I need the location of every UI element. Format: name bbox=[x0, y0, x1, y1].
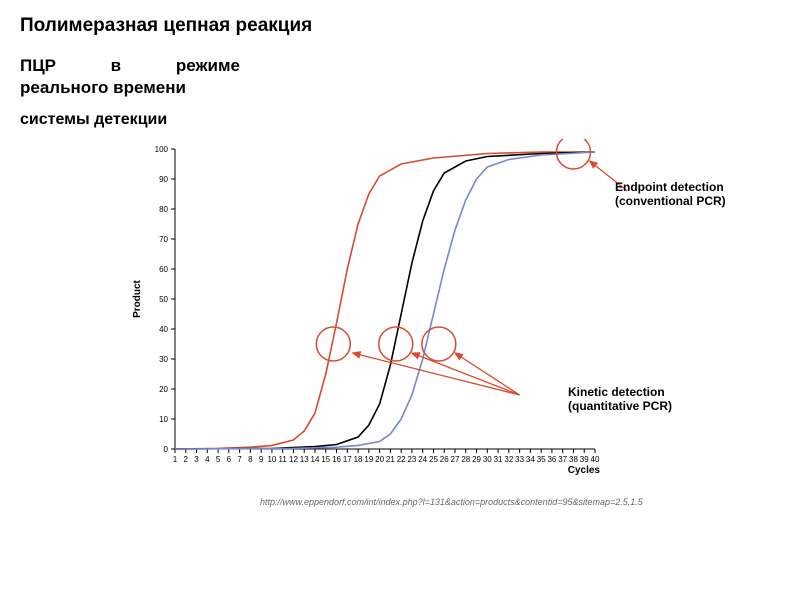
svg-text:2: 2 bbox=[184, 455, 189, 464]
series-blue bbox=[175, 152, 595, 449]
svg-text:37: 37 bbox=[558, 455, 567, 464]
svg-text:6: 6 bbox=[227, 455, 232, 464]
series-red bbox=[175, 152, 595, 449]
svg-text:26: 26 bbox=[440, 455, 449, 464]
svg-text:40: 40 bbox=[159, 325, 168, 334]
svg-text:13: 13 bbox=[300, 455, 309, 464]
svg-text:40: 40 bbox=[591, 455, 600, 464]
svg-text:70: 70 bbox=[159, 235, 168, 244]
svg-text:0: 0 bbox=[164, 445, 169, 454]
svg-text:34: 34 bbox=[526, 455, 535, 464]
section-label: системы детекции bbox=[20, 111, 774, 129]
svg-text:4: 4 bbox=[205, 455, 210, 464]
svg-text:Product: Product bbox=[132, 280, 143, 318]
svg-text:80: 80 bbox=[159, 205, 168, 214]
svg-text:32: 32 bbox=[504, 455, 513, 464]
svg-text:16: 16 bbox=[332, 455, 341, 464]
svg-text:29: 29 bbox=[472, 455, 481, 464]
svg-text:30: 30 bbox=[483, 455, 492, 464]
subtitle-line2: реального времени bbox=[20, 78, 186, 97]
svg-text:7: 7 bbox=[237, 455, 242, 464]
source-credit: http://www.eppendorf.com/int/index.php?l… bbox=[260, 497, 643, 507]
endpoint-label: Endpoint detection(conventional PCR) bbox=[615, 181, 726, 209]
subtitle-line1: ПЦР в режиме bbox=[20, 55, 240, 77]
svg-text:5: 5 bbox=[216, 455, 221, 464]
svg-text:3: 3 bbox=[194, 455, 199, 464]
svg-text:18: 18 bbox=[354, 455, 363, 464]
pcr-chart: 0102030405060708090100123456789101112131… bbox=[120, 139, 660, 499]
svg-text:17: 17 bbox=[343, 455, 352, 464]
svg-text:39: 39 bbox=[580, 455, 589, 464]
svg-text:25: 25 bbox=[429, 455, 438, 464]
svg-text:21: 21 bbox=[386, 455, 395, 464]
chart-container: 0102030405060708090100123456789101112131… bbox=[120, 139, 774, 504]
svg-text:20: 20 bbox=[159, 385, 168, 394]
svg-text:30: 30 bbox=[159, 355, 168, 364]
svg-text:100: 100 bbox=[155, 145, 169, 154]
highlight-kinetic-black bbox=[379, 327, 413, 361]
page-title: Полимеразная цепная реакция bbox=[20, 15, 774, 37]
svg-text:28: 28 bbox=[461, 455, 470, 464]
svg-text:10: 10 bbox=[267, 455, 276, 464]
svg-text:12: 12 bbox=[289, 455, 298, 464]
highlight-kinetic-red bbox=[316, 327, 350, 361]
svg-text:50: 50 bbox=[159, 295, 168, 304]
svg-text:35: 35 bbox=[537, 455, 546, 464]
series-black bbox=[175, 152, 595, 449]
svg-text:23: 23 bbox=[407, 455, 416, 464]
svg-text:11: 11 bbox=[279, 455, 288, 464]
svg-text:31: 31 bbox=[494, 455, 503, 464]
svg-text:15: 15 bbox=[321, 455, 330, 464]
svg-text:1: 1 bbox=[173, 455, 178, 464]
svg-text:24: 24 bbox=[418, 455, 427, 464]
svg-text:36: 36 bbox=[547, 455, 556, 464]
svg-text:9: 9 bbox=[259, 455, 264, 464]
svg-text:27: 27 bbox=[451, 455, 460, 464]
svg-text:20: 20 bbox=[375, 455, 384, 464]
arrow-kinetic bbox=[353, 353, 520, 395]
svg-text:Cycles: Cycles bbox=[568, 465, 601, 476]
svg-text:38: 38 bbox=[569, 455, 578, 464]
svg-text:22: 22 bbox=[397, 455, 406, 464]
svg-text:90: 90 bbox=[159, 175, 168, 184]
svg-text:60: 60 bbox=[159, 265, 168, 274]
svg-text:19: 19 bbox=[364, 455, 373, 464]
svg-text:33: 33 bbox=[515, 455, 524, 464]
svg-text:10: 10 bbox=[159, 415, 168, 424]
kinetic-label: Kinetic detection(quantitative PCR) bbox=[568, 386, 672, 414]
svg-text:8: 8 bbox=[248, 455, 253, 464]
svg-text:14: 14 bbox=[311, 455, 320, 464]
subtitle: ПЦР в режиме реального времени bbox=[20, 55, 240, 99]
